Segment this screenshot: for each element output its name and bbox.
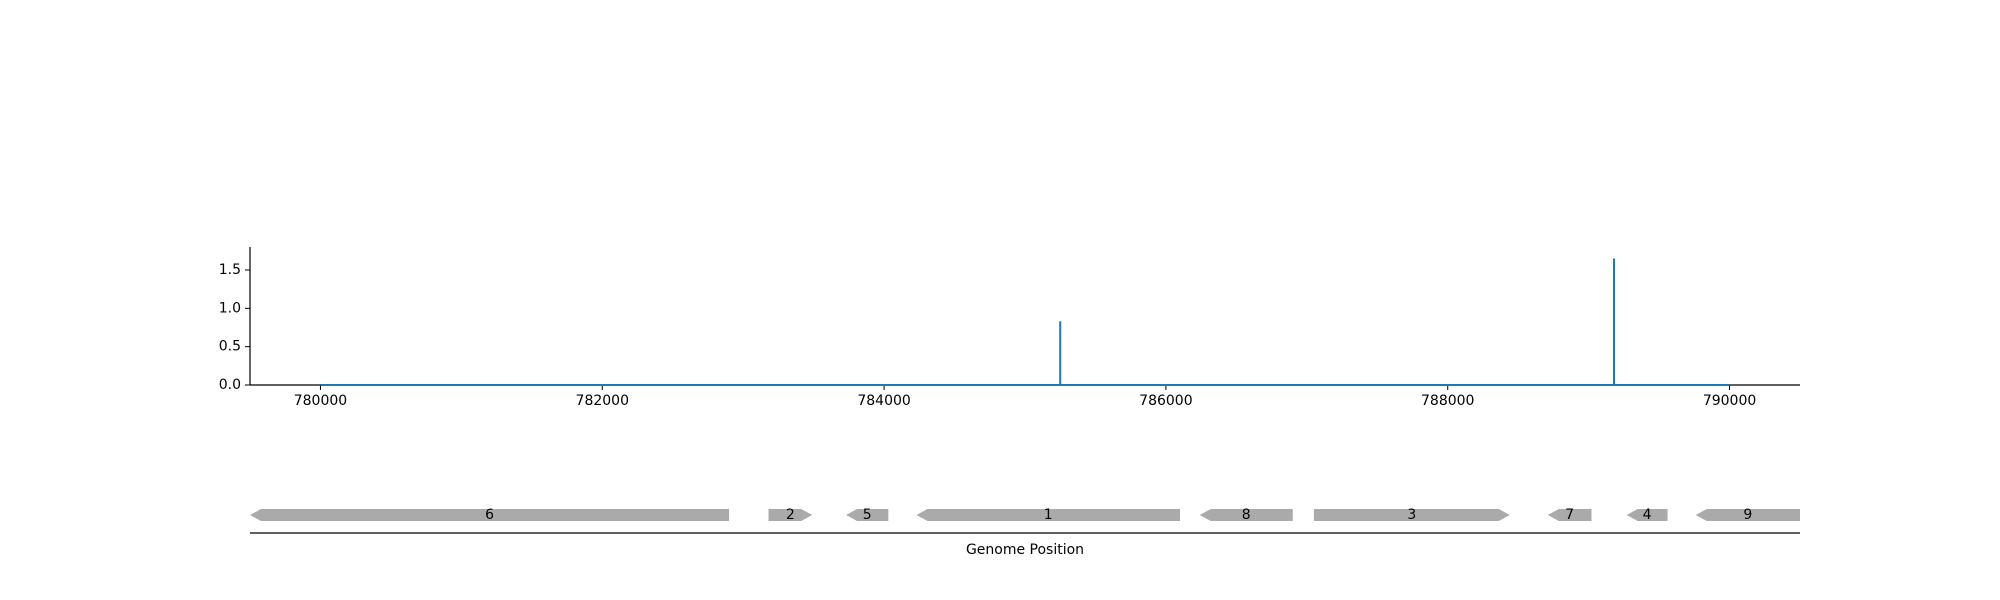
y-tick-label: 1.0	[219, 300, 241, 316]
x-tick-label: 790000	[1703, 393, 1756, 409]
gene-label: 6	[485, 507, 494, 523]
x-tick-label: 786000	[1139, 393, 1192, 409]
coverage-series	[320, 259, 1729, 386]
gene-label: 8	[1242, 507, 1251, 523]
gene-label: 9	[1743, 507, 1752, 523]
gene-track: 6 2 5 1 8 3 7 4 9 Genome Position	[250, 507, 1800, 558]
gene-label: 5	[863, 507, 872, 523]
gene-label: 7	[1565, 507, 1574, 523]
x-ticks: 780000 782000 784000 786000 788000 790000	[294, 385, 1757, 409]
gene-label: 4	[1643, 507, 1652, 523]
x-tick-label: 784000	[857, 393, 910, 409]
gene-arrows: 6 2 5 1 8 3 7 4 9	[250, 507, 1800, 523]
x-tick-label: 788000	[1421, 393, 1474, 409]
y-ticks: 0.0 0.5 1.0 1.5	[219, 262, 250, 393]
y-tick-label: 1.5	[219, 262, 241, 278]
y-tick-label: 0.5	[219, 339, 241, 355]
x-tick-label: 782000	[576, 393, 629, 409]
gene-label: 1	[1044, 507, 1053, 523]
gene-label: 3	[1407, 507, 1416, 523]
coverage-plot: 780000 782000 784000 786000 788000 790000 0.0…	[219, 247, 1800, 409]
x-axis-title: Genome Position	[966, 542, 1084, 558]
y-tick-label: 0.0	[219, 377, 241, 393]
gene-label: 2	[786, 507, 795, 523]
x-tick-label: 780000	[294, 393, 347, 409]
